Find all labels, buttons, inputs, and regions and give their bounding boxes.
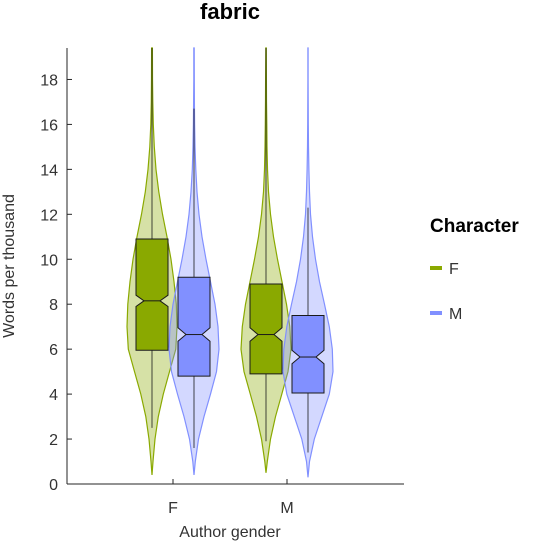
chart-title: fabric (200, 0, 260, 24)
box-M-M (291, 314, 325, 394)
y-tick-label: 4 (49, 387, 58, 404)
y-tick-label: 0 (49, 477, 58, 494)
x-tick-label: M (280, 500, 293, 517)
y-axis-label: Words per thousand (1, 194, 18, 338)
y-tick-label: 8 (49, 297, 58, 314)
plot-area (126, 47, 334, 478)
legend-title: Character (430, 216, 519, 237)
y-tick-label: 16 (40, 117, 58, 134)
x-axis-label: Author gender (179, 524, 281, 541)
legend-label-M: M (449, 306, 462, 323)
legend-label-F: F (449, 261, 459, 278)
y-tick-label: 2 (49, 432, 58, 449)
box-M-F (177, 276, 211, 377)
legend: Character F M (430, 216, 519, 323)
y-tick-label: 18 (40, 72, 58, 89)
box-F-M (249, 283, 283, 375)
y-axis-ticks: 0 2 4 6 8 10 12 14 16 18 (40, 72, 72, 494)
y-tick-label: 12 (40, 207, 58, 224)
x-tick-label: F (168, 500, 178, 517)
y-tick-label: 14 (40, 162, 58, 179)
box-F-F (135, 238, 169, 351)
y-tick-label: 10 (40, 252, 58, 269)
y-tick-label: 6 (49, 342, 58, 359)
